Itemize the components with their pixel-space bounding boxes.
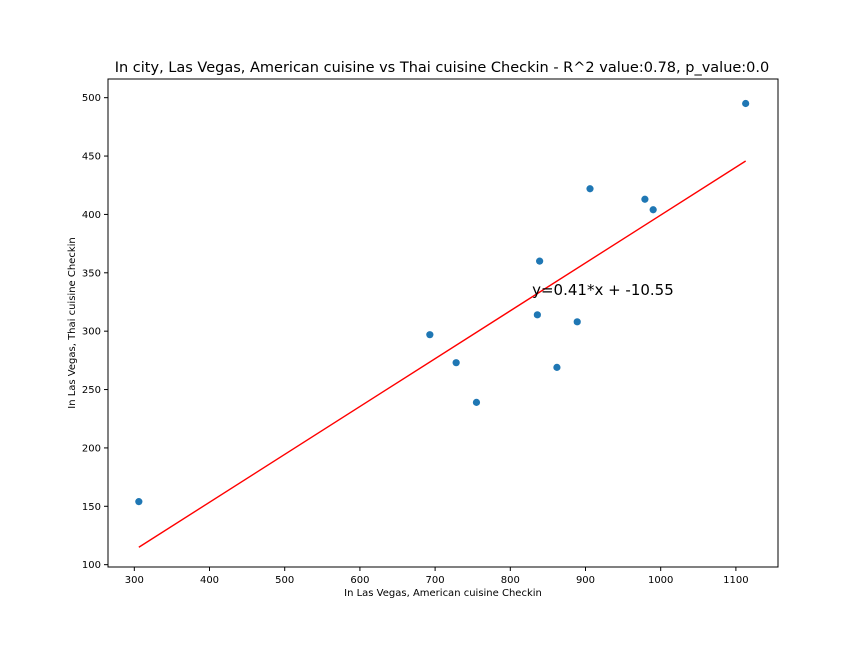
data-point [649,206,657,214]
x-tick-label: 800 [501,575,520,586]
x-tick-label: 400 [200,575,219,586]
x-axis-ticks: 300 400 500 600 700 800 900 1000 1100 [125,567,749,586]
x-tick-label: 1000 [648,575,673,586]
data-point [452,359,460,367]
x-tick-label: 300 [125,575,144,586]
x-tick-label: 500 [275,575,294,586]
y-tick-label: 250 [82,385,101,396]
data-point [533,311,541,319]
x-tick-label: 900 [576,575,595,586]
y-tick-label: 150 [82,502,101,513]
data-point [742,99,750,108]
y-tick-label: 500 [82,93,101,104]
regression-line [138,160,747,548]
y-axis-label: In Las Vegas, Thai cuisine Checkin [67,237,78,409]
plot-area [135,99,750,548]
x-tick-label: 700 [426,575,445,586]
data-point [135,498,143,506]
axes-frame [107,78,779,568]
y-tick-label: 100 [82,560,101,571]
x-tick-label: 1100 [723,575,748,586]
y-tick-label: 300 [82,327,101,338]
y-axis-ticks: 100 150 200 250 300 350 400 450 500 [82,93,108,571]
data-point [472,398,481,406]
data-point [641,195,649,203]
y-tick-label: 400 [82,210,101,221]
chart-title: In city, Las Vegas, American cuisine vs … [115,60,770,76]
y-tick-label: 200 [82,443,101,454]
x-axis-label: In Las Vegas, American cuisine Checkin [344,588,542,599]
y-tick-label: 450 [82,152,101,163]
data-point [536,257,544,265]
data-point [553,363,561,371]
data-point [426,331,434,339]
y-tick-label: 350 [82,268,101,279]
data-point [573,318,581,326]
fit-equation-label: y=0.41*x + -10.55 [532,281,674,299]
data-point [586,185,594,193]
x-tick-label: 600 [350,575,369,586]
